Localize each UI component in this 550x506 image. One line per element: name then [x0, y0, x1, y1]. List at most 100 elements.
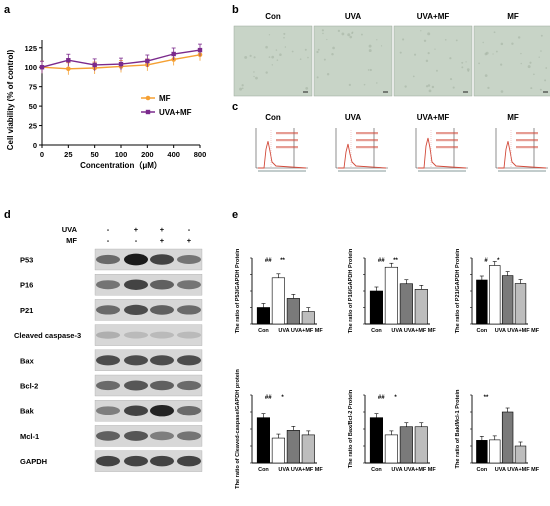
bar-con: [476, 440, 488, 464]
flow-stat-line: [356, 139, 378, 142]
significance-mark: #: [484, 258, 488, 264]
flow-histogram: [418, 137, 467, 169]
data-point-uva-mf: [39, 65, 45, 70]
panel-label-a: a: [4, 4, 11, 16]
protein-band: [150, 405, 174, 417]
cell-speck: [284, 46, 287, 48]
cell-speck: [527, 65, 531, 69]
cell-speck: [275, 49, 278, 51]
bar-y-label: The ratio of Cleaved-caspase/GAPDH prote…: [235, 369, 241, 489]
blot-strip: [94, 299, 203, 321]
cell-speck: [268, 56, 271, 58]
flow-stat-line: [436, 139, 458, 142]
data-point-uva-mf: [197, 47, 203, 53]
protein-label: Bax: [20, 356, 35, 365]
cell-speck: [500, 90, 504, 93]
cell-speck: [484, 74, 488, 77]
cell-speck: [299, 58, 302, 60]
protein-band: [96, 355, 120, 366]
x-tick-label: 400: [167, 150, 180, 159]
cell-speck: [349, 35, 353, 39]
viability-line-chart: 0 25 50 75 100 125 0 25 50 100 200 400 800: [24, 40, 206, 159]
protein-band: [96, 380, 120, 391]
significance-mark: *: [394, 395, 397, 401]
bar-uva-mf: [286, 298, 300, 325]
protein-band: [124, 355, 148, 366]
data-point-uva-mf: [145, 58, 150, 64]
cell-speck: [276, 59, 279, 61]
bar-mf: [514, 445, 527, 464]
cell-speck: [249, 54, 252, 57]
cell-speck: [351, 32, 354, 35]
cell-speck: [520, 52, 522, 55]
flow-stat-line: [516, 146, 538, 149]
protein-band: [124, 279, 148, 290]
significance-mark: **: [280, 258, 285, 264]
bar-uva: [384, 266, 398, 325]
cell-speck: [533, 73, 535, 76]
flow-stat-line: [276, 132, 298, 135]
bar-y-label: The ratio of P16/GAPDH Protein: [348, 248, 354, 333]
panel-label-b: b: [232, 4, 239, 16]
y-tick-label: 25: [29, 122, 37, 131]
blot-strip: [94, 274, 203, 296]
cell-speck: [271, 64, 274, 66]
x-tick-label: 100: [115, 150, 128, 159]
significance-mark: ##: [378, 258, 385, 264]
cell-speck: [520, 62, 522, 65]
flow-title: UVA+MF: [417, 113, 450, 122]
cell-speck: [376, 82, 378, 84]
protein-band: [150, 380, 174, 391]
legend-uva-mf-label: UVA+MF: [159, 108, 192, 117]
bar-uva: [384, 434, 398, 464]
protein-band: [96, 331, 120, 339]
cell-speck: [265, 71, 268, 74]
cell-speck: [253, 71, 255, 73]
blot-strip: [94, 349, 203, 371]
microscopy-row: Con UVA UVA+MF MF: [233, 12, 550, 97]
protein-band: [96, 455, 120, 467]
protein-band: [124, 455, 148, 467]
cell-speck: [517, 36, 521, 39]
cell-speck: [493, 31, 496, 34]
cell-speck: [305, 86, 309, 90]
cell-speck: [485, 51, 489, 55]
protein-band: [177, 331, 201, 339]
cell-speck: [367, 69, 370, 71]
flow-stat-line: [516, 132, 538, 135]
panel-label-e: e: [232, 209, 238, 221]
protein-band: [96, 305, 120, 315]
microscopy-title: Con: [265, 12, 281, 21]
cell-speck: [540, 34, 543, 37]
protein-band: [177, 280, 201, 290]
panel-a-legend: MF UVA+MF: [141, 94, 192, 117]
microscopy-image: [313, 25, 393, 97]
protein-band: [124, 405, 148, 416]
flow-stat-line: [276, 146, 298, 149]
protein-label: Cleaved caspase-3: [14, 331, 81, 340]
cell-speck: [347, 33, 351, 37]
cell-speck: [399, 51, 402, 54]
cell-speck: [420, 30, 422, 32]
bar-con: [369, 290, 384, 325]
protein-band: [177, 355, 201, 366]
cell-speck: [492, 53, 494, 55]
protein-label: GAPDH: [20, 457, 47, 466]
significance-mark: **: [484, 395, 489, 401]
bar-uva-mf: [399, 426, 413, 464]
cell-speck: [268, 34, 271, 36]
cell-speck: [412, 75, 415, 78]
bar-con: [369, 417, 384, 464]
protein-band: [124, 380, 148, 391]
flow-title: Con: [265, 113, 281, 122]
cell-speck: [461, 61, 464, 64]
flow-stat-line: [436, 146, 458, 149]
flow-histogram: [338, 143, 387, 169]
bar-uva-mf: [286, 430, 300, 464]
mf-sign: -: [135, 236, 138, 245]
panel-label-c: c: [232, 101, 238, 113]
bar-con: [256, 417, 271, 464]
protein-band: [150, 431, 174, 441]
significance-mark: **: [393, 258, 398, 264]
microscopy-title: MF: [507, 12, 519, 21]
